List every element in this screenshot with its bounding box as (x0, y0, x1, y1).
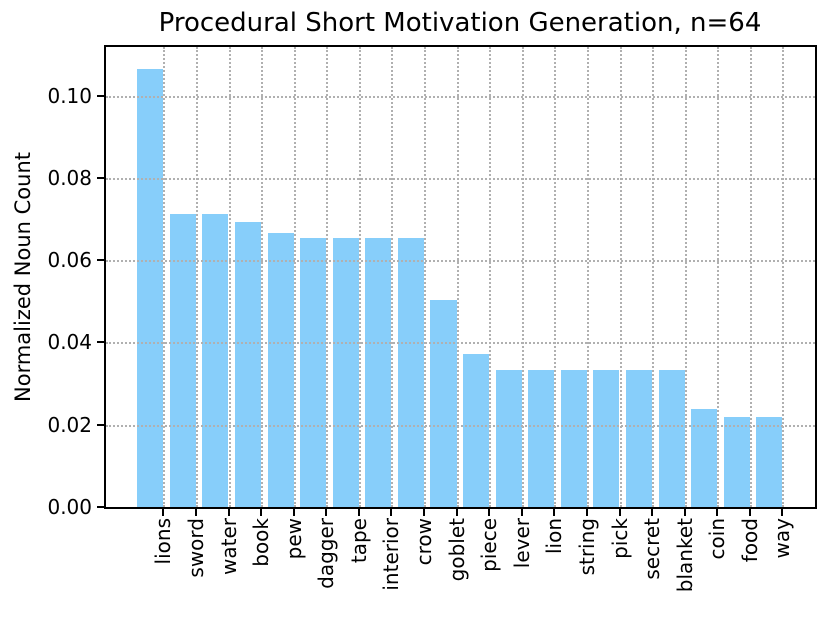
y-tick-mark-0.00 (97, 506, 104, 508)
v-gridline-lion (554, 47, 557, 507)
v-gridline-piece (489, 47, 492, 507)
x-tick-mark-interior (390, 509, 393, 516)
x-tick-label-water: water (216, 518, 241, 575)
bar-interior (365, 237, 392, 507)
v-gridline-lions (163, 47, 166, 507)
y-tick-mark-0.08 (97, 176, 104, 179)
y-tick-label-0.00: 0.00 (47, 495, 92, 519)
y-tick-label-0.02: 0.02 (47, 412, 92, 437)
bar-pew (267, 233, 294, 507)
x-tick-label-secret: secret (640, 518, 665, 580)
x-tick-label-goblet: goblet (444, 518, 469, 582)
v-gridline-pick (619, 47, 622, 507)
bar-string (560, 370, 587, 507)
x-tick-mark-lion (553, 509, 556, 516)
bar-sword (169, 213, 196, 507)
bar-pick (593, 370, 620, 507)
y-tick-label-0.08: 0.08 (47, 165, 92, 190)
v-gridline-pew (293, 47, 296, 507)
x-tick-label-interior: interior (379, 518, 404, 591)
v-gridline-string (586, 47, 589, 507)
x-tick-mark-string (585, 509, 588, 516)
h-gridline-0.04 (106, 342, 815, 345)
x-tick-mark-goblet (455, 509, 458, 516)
bar-secret (625, 370, 653, 507)
x-tick-mark-coin (716, 509, 719, 516)
x-tick-mark-food (748, 509, 751, 516)
v-gridline-blanket (684, 47, 687, 507)
y-tick-label-0.06: 0.06 (47, 248, 92, 273)
x-tick-label-food: food (737, 518, 762, 563)
x-tick-mark-pew (292, 509, 295, 516)
y-tick-label-0.10: 0.10 (47, 83, 92, 108)
y-tick-mark-0.06 (97, 259, 104, 262)
y-tick-mark-0.04 (97, 341, 104, 344)
x-tick-mark-pick (618, 509, 621, 516)
bar-lever (495, 370, 522, 507)
x-tick-mark-piece (488, 509, 491, 516)
h-gridline-0.08 (106, 177, 815, 180)
v-gridline-book (261, 47, 264, 507)
bar-way (756, 416, 783, 507)
x-tick-mark-lions (162, 509, 165, 516)
x-tick-label-crow: crow (412, 518, 436, 566)
v-gridline-interior (391, 47, 394, 507)
plot-area (106, 47, 815, 507)
x-tick-label-pew: pew (281, 518, 306, 560)
x-tick-label-piece: piece (477, 518, 502, 572)
x-tick-mark-blanket (683, 509, 686, 516)
bar-food (723, 416, 750, 507)
x-tick-label-coin: coin (705, 518, 730, 560)
x-tick-label-lever: lever (509, 518, 534, 569)
chart-title: Procedural Short Motivation Generation, … (158, 8, 762, 38)
v-gridline-tape (358, 47, 361, 507)
bar-lion (528, 370, 555, 507)
x-tick-mark-lever (520, 509, 523, 516)
bar-lions (137, 69, 164, 507)
v-gridline-secret (652, 47, 655, 507)
h-gridline-0.06 (106, 260, 815, 263)
x-tick-label-lion: lion (542, 518, 567, 555)
v-gridline-water (228, 47, 231, 507)
h-gridline-0.10 (106, 95, 815, 98)
x-tick-mark-dagger (325, 509, 328, 516)
y-tick-label-0.04: 0.04 (47, 330, 92, 355)
bar-tape (332, 237, 359, 507)
v-gridline-dagger (326, 47, 329, 507)
bar-water (202, 213, 229, 507)
y-tick-mark-0.10 (97, 94, 104, 97)
v-gridline-lever (521, 47, 524, 507)
v-gridline-crow (424, 47, 426, 507)
x-tick-mark-water (227, 509, 230, 516)
x-tick-label-blanket: blanket (672, 518, 697, 593)
bar-dagger (300, 237, 327, 507)
x-tick-mark-crow (423, 509, 425, 516)
bar-blanket (658, 370, 685, 507)
bar-book (234, 221, 262, 507)
x-tick-label-book: book (249, 518, 274, 567)
y-tick-mark-0.02 (97, 423, 104, 426)
v-gridline-goblet (456, 47, 459, 507)
h-gridline-0.02 (106, 424, 815, 427)
x-tick-label-dagger: dagger (314, 518, 339, 589)
x-tick-label-tape: tape (346, 518, 371, 564)
x-tick-mark-secret (651, 509, 654, 516)
x-tick-mark-tape (357, 509, 360, 516)
x-tick-label-way: way (770, 518, 795, 559)
bar-piece (463, 354, 490, 507)
x-tick-label-pick: pick (607, 518, 632, 559)
x-tick-mark-way (781, 509, 784, 516)
v-gridline-sword (195, 47, 198, 507)
v-gridline-coin (717, 47, 720, 507)
x-tick-mark-book (260, 509, 263, 516)
x-tick-label-sword: sword (183, 518, 208, 578)
bar-crow (397, 237, 424, 507)
x-tick-label-lions: lions (151, 518, 176, 565)
v-gridline-food (749, 47, 752, 507)
x-tick-label-string: string (574, 518, 599, 576)
v-gridline-way (782, 47, 785, 507)
x-tick-mark-sword (194, 509, 197, 516)
bar-goblet (430, 300, 457, 507)
